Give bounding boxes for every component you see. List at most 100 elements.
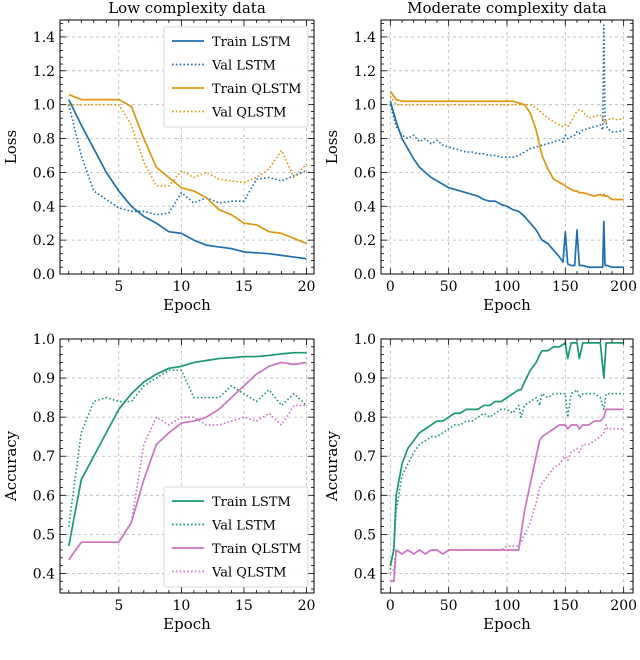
x-tick-label: 50 <box>440 598 458 614</box>
legend-label: Val QLSTM <box>211 566 286 581</box>
series-line-train-qlstm <box>68 361 307 561</box>
chart-acc_low: 5 10 15 20 0.4 0.5 0.6 0.7 0.8 0.9 1.0 Epoch Accurac… <box>2 332 315 633</box>
series-lines <box>389 24 624 269</box>
series-line-train-lstm <box>67 351 307 547</box>
series-line-val-lstm <box>389 24 624 158</box>
legend: Train LSTM Val LSTM Train QLSTM Val QLSTM <box>163 486 309 588</box>
series-line-val-qlstm <box>68 103 308 187</box>
plot-frame <box>59 19 315 275</box>
x-tick-label: 150 <box>552 598 579 614</box>
series-line-val-lstm <box>67 104 307 216</box>
legend-label: Train LSTM <box>212 35 291 50</box>
series-line-train-lstm <box>67 99 307 260</box>
series-line-train-lstm <box>389 342 624 566</box>
chart-loss_mod: 0 50 100 150 200 0.0 0.2 0.4 0.6 0.8 1.0 1.2 1.4 Epoc… <box>323 0 637 314</box>
x-tick-label: 20 <box>298 279 316 295</box>
y-tick-label: 0.2 <box>354 233 376 249</box>
y-tick-label: 0.7 <box>33 449 55 465</box>
x-axis-label: Epoch <box>163 615 211 633</box>
series-lines <box>67 93 308 260</box>
y-tick-label: 0.2 <box>33 233 55 249</box>
x-tick-label: 200 <box>610 598 637 614</box>
y-tick-label: 0.0 <box>354 267 376 283</box>
y-axis-label: Accuracy <box>323 430 341 502</box>
y-axis-label: Accuracy <box>2 430 20 502</box>
x-tick-label: 5 <box>114 279 123 295</box>
tick-marks <box>381 338 633 593</box>
x-tick-label: 200 <box>610 279 637 295</box>
y-tick-label: 0.8 <box>33 410 55 426</box>
y-tick-label: 0.4 <box>354 199 376 215</box>
legend-box <box>163 26 309 128</box>
y-tick-label: 0.8 <box>354 410 376 426</box>
x-tick-label: 0 <box>386 279 395 295</box>
y-tick-label: 0.4 <box>33 566 55 582</box>
x-tick-label: 50 <box>440 279 458 295</box>
y-tick-label: 0.8 <box>354 132 376 148</box>
series-line-val-lstm <box>67 369 308 527</box>
legend-label: Val LSTM <box>211 59 276 74</box>
y-tick-label: 0.5 <box>354 527 376 543</box>
y-tick-label: 0.6 <box>33 488 55 504</box>
y-tick-label: 1.4 <box>354 30 376 46</box>
y-tick-label: 0.4 <box>354 566 376 582</box>
y-tick-label: 0.6 <box>33 165 55 181</box>
x-axis-label: Epoch <box>163 296 211 314</box>
series-lines <box>389 342 624 583</box>
y-tick-label: 1.0 <box>354 332 376 348</box>
series-line-val-qlstm <box>389 424 624 574</box>
y-tick-label: 1.4 <box>33 30 55 46</box>
x-tick-label: 100 <box>494 598 521 614</box>
y-tick-label: 0.0 <box>33 267 55 283</box>
y-tick-label: 0.7 <box>354 449 376 465</box>
series-line-train-qlstm <box>389 90 624 201</box>
y-tick-label: 0.6 <box>354 488 376 504</box>
series-line-train-lstm <box>389 101 624 269</box>
x-tick-label: 150 <box>552 279 579 295</box>
y-tick-label: 1.2 <box>354 64 376 80</box>
tick-marks <box>60 20 314 275</box>
y-tick-label: 0.5 <box>33 527 55 543</box>
tick-marks <box>381 20 633 275</box>
y-tick-label: 1.2 <box>33 64 55 80</box>
gridlines <box>381 338 633 593</box>
y-tick-label: 0.9 <box>354 371 376 387</box>
series-line-train-qlstm <box>68 93 307 245</box>
legend-label: Train QLSTM <box>212 82 301 97</box>
x-tick-label: 15 <box>235 598 253 614</box>
chart-title: Moderate complexity data <box>407 0 607 17</box>
x-tick-label: 15 <box>235 279 253 295</box>
chart-acc_mod: 0 50 100 150 200 0.4 0.5 0.6 0.7 0.8 0.9 1.0 Epoch Ac… <box>323 332 637 633</box>
series-line-val-lstm <box>389 388 624 570</box>
legend: Train LSTM Val LSTM Train QLSTM Val QLSTM <box>163 26 309 128</box>
legend-box <box>163 486 309 588</box>
x-tick-label: 10 <box>172 279 190 295</box>
y-axis-label: Loss <box>2 130 20 164</box>
chart-title: Low complexity data <box>108 0 266 17</box>
legend-label: Val LSTM <box>211 519 276 534</box>
y-axis-label: Loss <box>323 130 341 164</box>
legend-label: Train QLSTM <box>212 542 301 557</box>
legend-label: Train LSTM <box>212 495 291 510</box>
y-tick-label: 1.0 <box>354 98 376 114</box>
y-tick-label: 0.9 <box>33 371 55 387</box>
x-tick-label: 10 <box>172 598 190 614</box>
x-tick-label: 0 <box>386 598 395 614</box>
y-tick-label: 1.0 <box>33 332 55 348</box>
x-tick-label: 20 <box>298 598 316 614</box>
chart-loss_low: 5 10 15 20 0.0 0.2 0.4 0.6 0.8 1.0 1.2 1.4 Epoch Loss… <box>2 0 315 314</box>
series-line-val-qlstm <box>68 404 307 561</box>
y-tick-label: 0.4 <box>33 199 55 215</box>
tick-marks <box>60 338 314 593</box>
y-tick-label: 0.6 <box>354 165 376 181</box>
series-lines <box>67 351 308 561</box>
x-tick-label: 5 <box>114 598 123 614</box>
y-tick-label: 0.8 <box>33 132 55 148</box>
plot-frame <box>59 338 315 594</box>
x-axis-label: Epoch <box>483 615 531 633</box>
y-tick-label: 1.0 <box>33 98 55 114</box>
legend-label: Val QLSTM <box>211 106 286 121</box>
x-tick-label: 100 <box>494 279 521 295</box>
x-axis-label: Epoch <box>483 296 531 314</box>
